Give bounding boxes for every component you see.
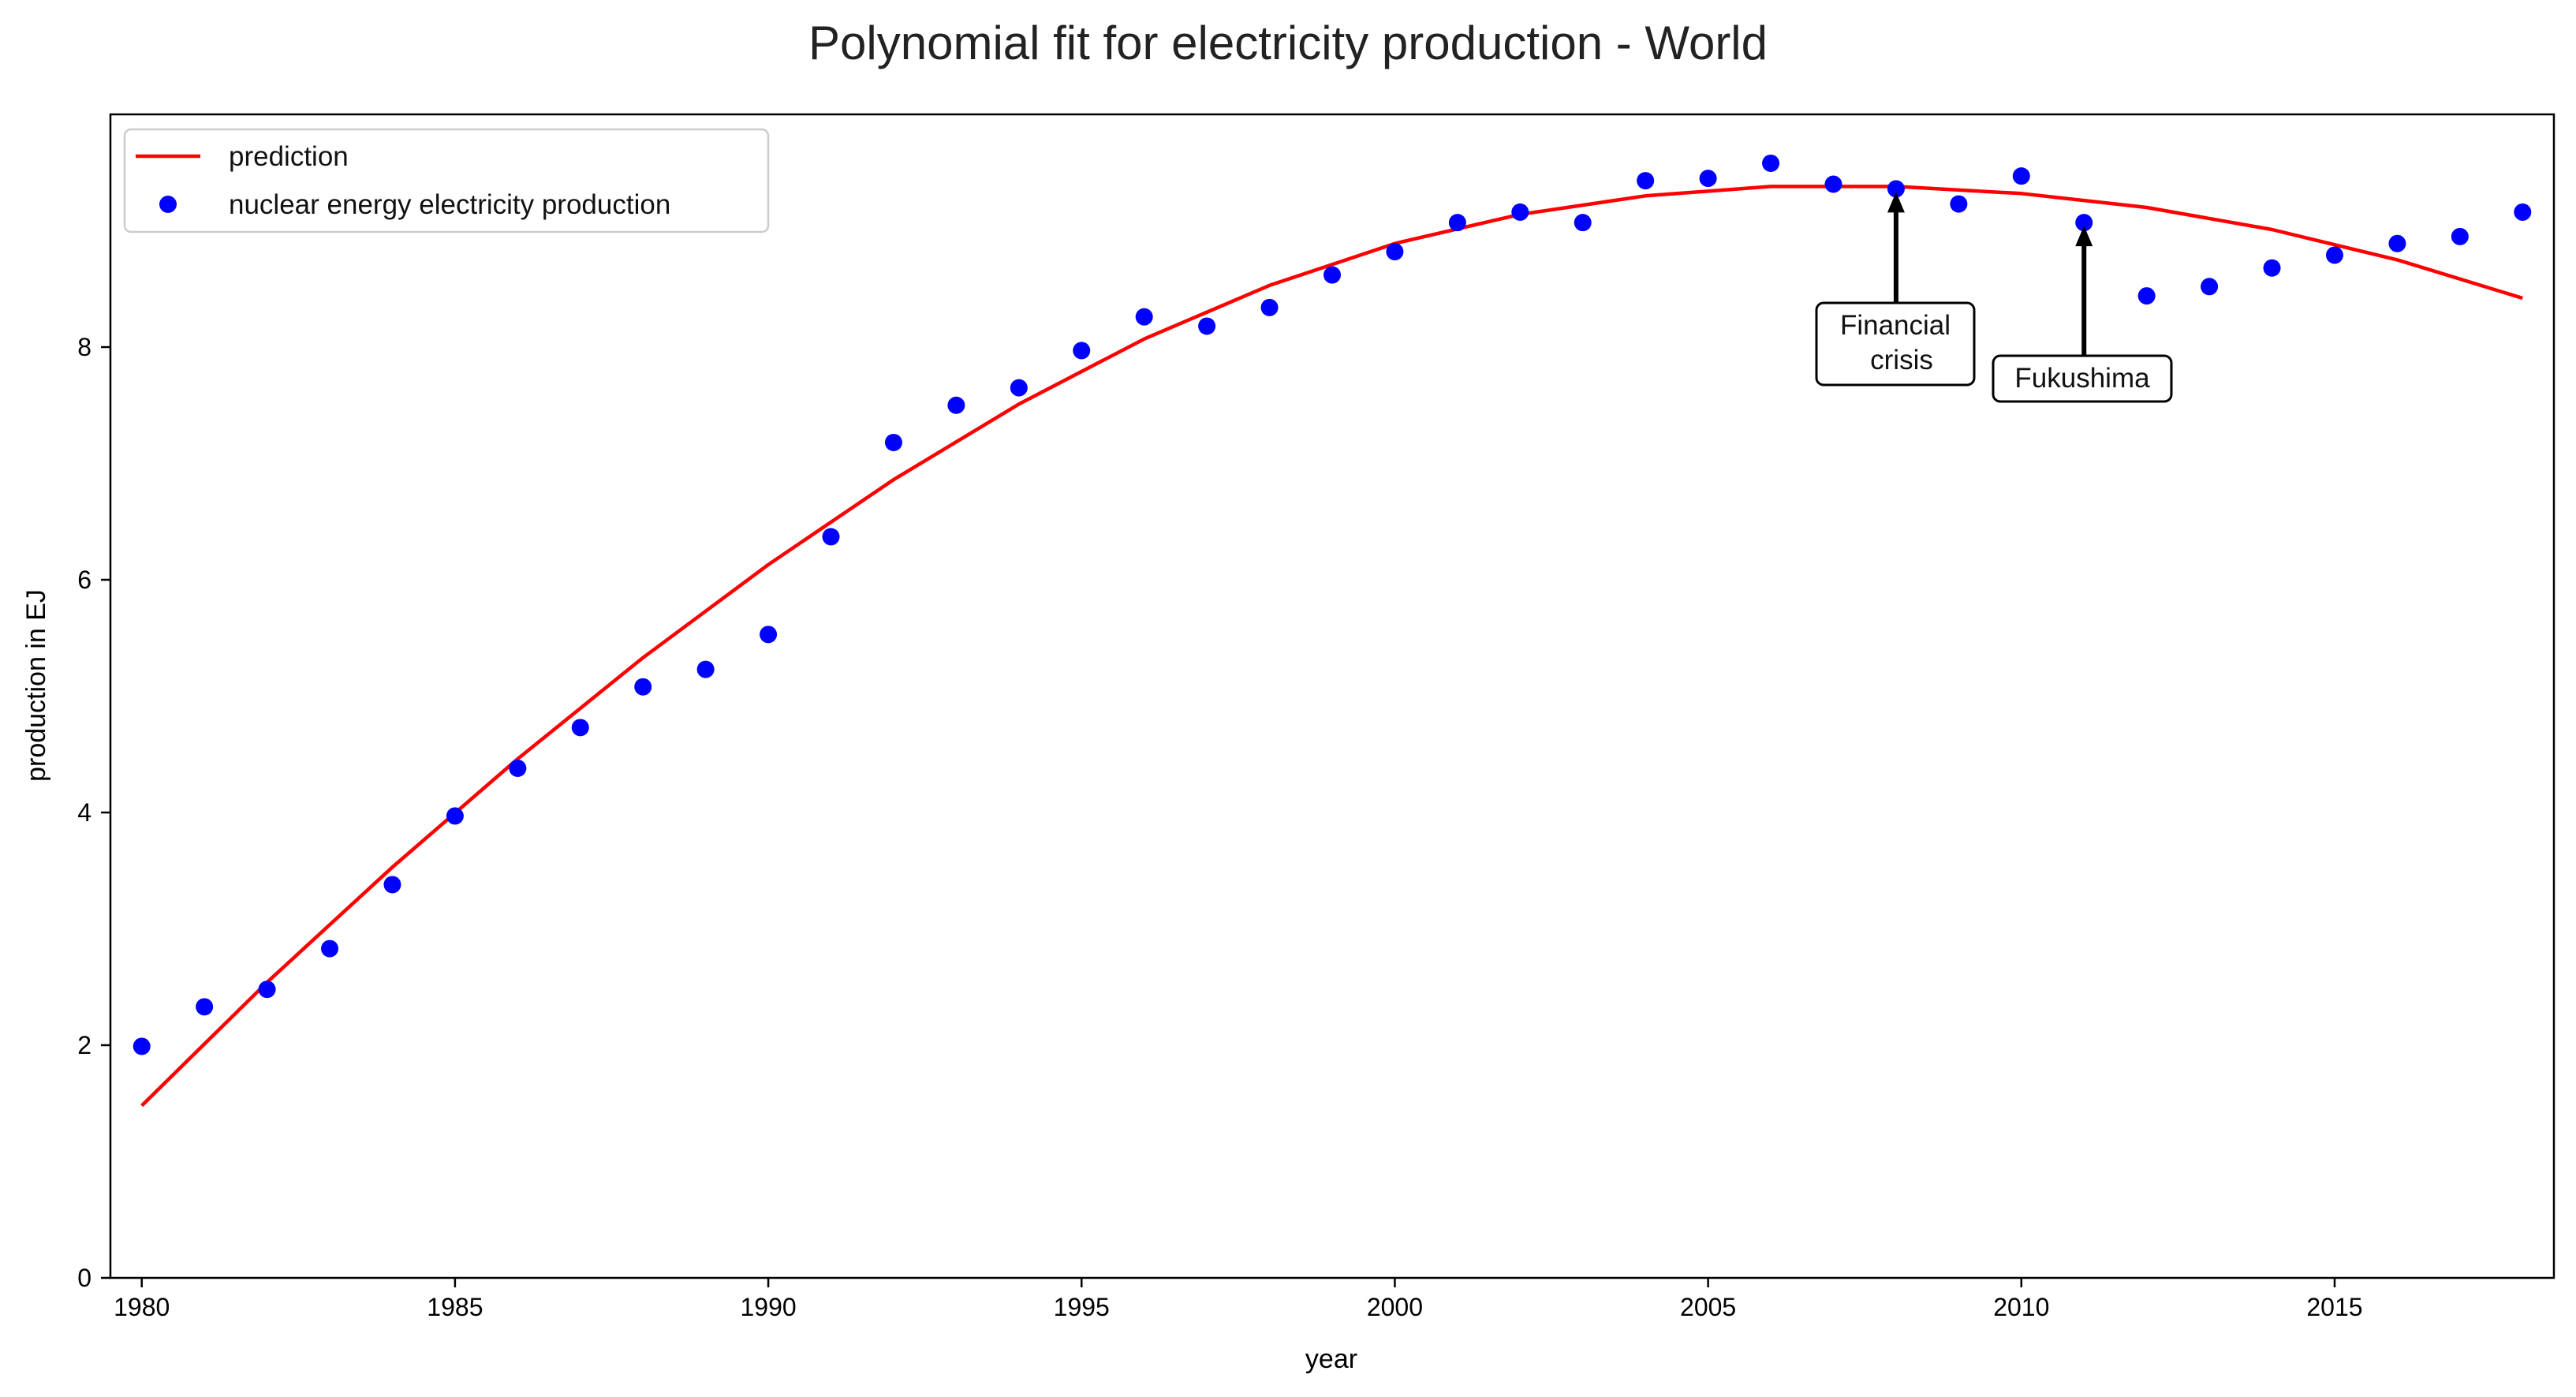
data-point [1574, 214, 1592, 232]
data-point [2012, 167, 2030, 185]
data-point [1699, 170, 1717, 188]
data-point [884, 433, 902, 451]
data-point [696, 660, 715, 678]
data-point [822, 528, 840, 546]
data-point [1198, 317, 1216, 335]
y-tick-label: 8 [77, 333, 91, 361]
x-tick-label: 1985 [427, 1293, 483, 1321]
plot-area: 1980 1985 1990 1995 2000 2005 2010 2015 0 2 4 6 8 Fin… [77, 113, 2555, 1321]
data-point [947, 396, 965, 414]
data-point [571, 719, 589, 737]
data-point [2325, 246, 2343, 264]
x-tick-label: 1990 [740, 1293, 796, 1321]
data-point [1887, 180, 1905, 198]
x-tick-label: 2000 [1367, 1293, 1423, 1321]
data-point [321, 939, 339, 958]
data-point [1448, 214, 1466, 232]
data-point [509, 759, 527, 777]
y-tick-label: 2 [77, 1031, 91, 1059]
legend-label: nuclear energy electricity production [229, 189, 670, 220]
data-point [2451, 227, 2469, 245]
data-point [1010, 379, 1028, 397]
data-point [1323, 266, 1341, 284]
data-point [2201, 278, 2219, 296]
data-point [446, 807, 464, 825]
data-point [1637, 172, 1655, 190]
y-axis-label: production in EJ [21, 589, 51, 782]
data-point [1135, 308, 1153, 326]
y-tick-label: 0 [77, 1264, 91, 1292]
data-point [2514, 203, 2532, 221]
x-tick-label: 1995 [1054, 1293, 1110, 1321]
annotation-arrow-head [2075, 226, 2093, 247]
data-point [196, 998, 214, 1016]
data-point [1950, 195, 1968, 213]
data-point [383, 876, 401, 894]
x-axis-label: year [1305, 1344, 1357, 1374]
legend-point-marker [159, 196, 177, 213]
y-tick-label: 6 [77, 566, 91, 594]
chart-title: Polynomial fit for electricity productio… [808, 17, 1768, 69]
x-tick-label: 2005 [1680, 1293, 1736, 1321]
data-point [2388, 234, 2406, 252]
data-point [1386, 243, 1404, 261]
data-point [2137, 287, 2156, 305]
series-line-prediction [140, 185, 2523, 1108]
annotation-text: crisis [1870, 345, 1933, 375]
data-point [1511, 203, 1529, 221]
data-point [1824, 175, 1842, 193]
data-point [2263, 259, 2281, 277]
data-point [634, 678, 652, 696]
data-point [2075, 214, 2093, 232]
annotation-text: Financial [1840, 310, 1951, 341]
legend-label: prediction [229, 141, 349, 172]
annotation-text: Fukushima [2014, 363, 2150, 394]
legend-box [123, 128, 770, 233]
data-point [760, 626, 778, 644]
data-point [1073, 342, 1091, 360]
data-point [1260, 298, 1279, 316]
plot-frame [109, 113, 2555, 1279]
data-point [1762, 154, 1780, 172]
annotation-arrow-head [1887, 192, 1905, 213]
x-tick-label: 2015 [2306, 1293, 2362, 1321]
annotation-box [1815, 301, 1976, 387]
annotation-box [1992, 354, 2173, 403]
x-tick-label: 1980 [114, 1293, 170, 1321]
y-tick-label: 4 [77, 798, 91, 827]
x-tick-label: 2010 [1993, 1293, 2049, 1321]
data-point [133, 1037, 151, 1055]
data-point [258, 981, 276, 999]
